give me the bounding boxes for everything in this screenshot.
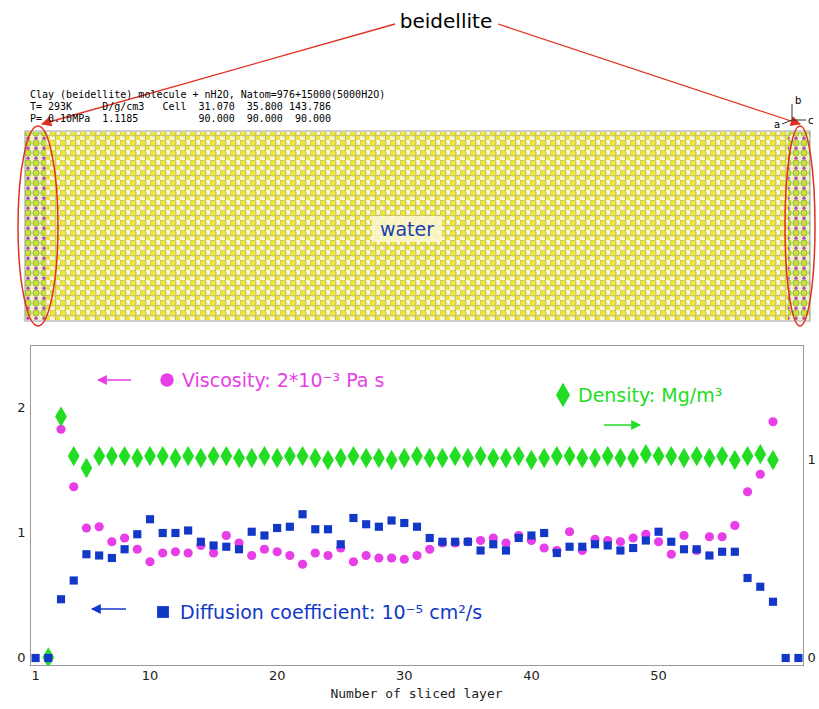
svg-text:beidellite: beidellite <box>400 9 492 33</box>
svg-text:50: 50 <box>650 668 667 683</box>
svg-text:Viscosity: 2*10⁻³ Pa s: Viscosity: 2*10⁻³ Pa s <box>182 369 384 391</box>
svg-text:c: c <box>808 115 814 126</box>
svg-text:water: water <box>380 218 434 240</box>
svg-text:40: 40 <box>523 668 540 683</box>
svg-text:b: b <box>795 95 801 106</box>
svg-text:10: 10 <box>142 668 159 683</box>
svg-text:1: 1 <box>17 525 25 540</box>
svg-text:Density: Mg/m³: Density: Mg/m³ <box>578 384 722 406</box>
svg-text:Number of sliced layer: Number of sliced layer <box>330 686 502 701</box>
svg-text:0: 0 <box>808 650 816 665</box>
svg-text:2: 2 <box>17 400 25 415</box>
svg-text:T= 293K D/g/cm3 Cell 31: T= 293K D/g/cm3 Cell 31.070 35.800 143.7… <box>30 101 331 112</box>
svg-text:1: 1 <box>808 452 816 467</box>
svg-text:20: 20 <box>269 668 286 683</box>
svg-text:30: 30 <box>396 668 413 683</box>
svg-text:P= 0.10MPa 1.1185 90: P= 0.10MPa 1.1185 90.000 90.000 90.000 <box>30 113 331 124</box>
svg-text:a: a <box>774 119 780 130</box>
svg-text:Diffusion coefficient: 10⁻⁵ cm: Diffusion coefficient: 10⁻⁵ cm²/s <box>180 601 482 623</box>
svg-text:0: 0 <box>17 650 25 665</box>
svg-text:Clay (beidellite) molecule + n: Clay (beidellite) molecule + nH2O, Natom… <box>30 89 385 100</box>
svg-text:1: 1 <box>31 668 39 683</box>
